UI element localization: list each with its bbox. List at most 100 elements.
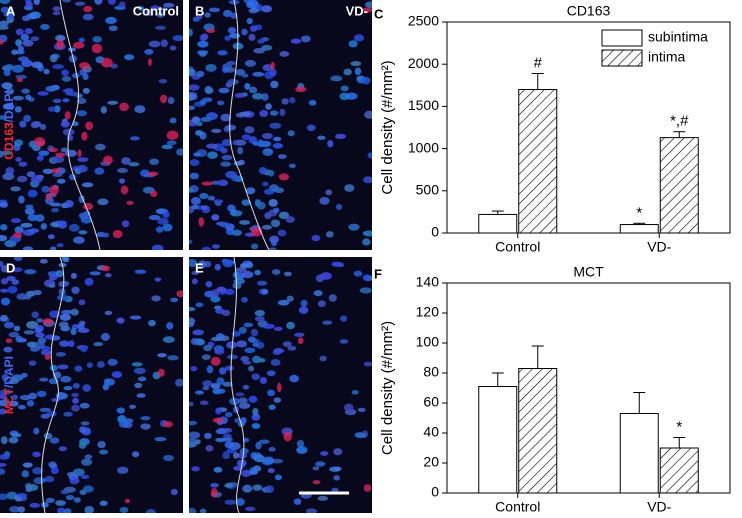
error-bar — [673, 131, 686, 138]
nucleus — [80, 216, 93, 224]
nucleus — [134, 269, 147, 274]
nucleus — [71, 324, 80, 330]
bar-chart: F MCT Cell density (#/mm²) 0 20 40 60 80 100 120 1… — [374, 264, 731, 515]
stained-cell — [77, 149, 82, 158]
nucleus — [217, 179, 229, 186]
nucleus — [62, 98, 70, 103]
nucleus — [60, 120, 71, 128]
nucleus — [210, 295, 221, 303]
nucleus — [365, 1, 372, 8]
nucleus — [83, 485, 94, 493]
nucleus — [55, 270, 64, 278]
nucleus — [48, 283, 56, 288]
nucleus — [344, 403, 354, 412]
nucleus — [273, 397, 282, 403]
bar — [659, 137, 699, 234]
nucleus — [248, 365, 255, 372]
nucleus — [1, 82, 13, 90]
stained-cell — [48, 147, 58, 153]
stained-cell — [278, 173, 290, 181]
nucleus — [252, 92, 264, 100]
nucleus — [328, 294, 337, 302]
stained-cell — [163, 421, 173, 428]
nucleus — [361, 76, 371, 85]
nucleus — [189, 507, 197, 513]
nucleus — [227, 204, 236, 212]
nucleus — [72, 468, 85, 477]
nucleus — [43, 68, 50, 75]
nucleus — [140, 423, 151, 430]
stained-cell — [100, 57, 113, 68]
micrograph: D MCT/DAPI — [0, 257, 183, 513]
nucleus — [163, 454, 174, 462]
nucleus — [267, 468, 275, 474]
nucleus — [21, 372, 28, 378]
condition-label: Control — [133, 3, 179, 18]
nucleus — [40, 349, 52, 356]
nucleus — [15, 335, 23, 343]
stained-cell — [85, 121, 94, 130]
nucleus — [333, 475, 340, 481]
nucleus — [330, 75, 343, 82]
nucleus — [157, 353, 167, 358]
nucleus — [204, 12, 211, 18]
nucleus — [33, 0, 40, 5]
nucleus — [224, 35, 232, 41]
nucleus — [154, 277, 162, 282]
nucleus — [189, 437, 197, 444]
nucleus — [287, 130, 295, 137]
nucleus — [232, 452, 240, 459]
nucleus — [238, 326, 247, 334]
stained-cell — [83, 5, 93, 13]
nucleus — [0, 265, 9, 273]
nucleus — [313, 290, 323, 297]
nucleus — [30, 121, 39, 129]
stained-cell — [5, 338, 13, 344]
nucleus — [298, 306, 309, 314]
nucleus — [237, 146, 244, 155]
nucleus — [133, 367, 146, 375]
nucleus — [18, 404, 26, 410]
nucleus — [39, 407, 52, 412]
nucleus — [98, 449, 109, 455]
nucleus — [234, 92, 245, 99]
nucleus — [206, 365, 214, 374]
nucleus — [198, 260, 207, 269]
nucleus — [270, 359, 281, 366]
nucleus — [207, 151, 218, 159]
nucleus — [202, 380, 213, 387]
nucleus — [0, 408, 7, 415]
nucleus — [203, 344, 212, 352]
nucleus — [37, 91, 49, 96]
nucleus — [158, 78, 168, 84]
nucleus — [220, 147, 228, 154]
micrograph: E — [189, 257, 372, 513]
nucleus — [224, 288, 235, 295]
nucleus — [301, 35, 311, 43]
error-bar — [633, 392, 646, 414]
nucleus — [262, 181, 269, 187]
stained-cell — [101, 265, 111, 272]
nucleus — [138, 376, 147, 382]
stained-cell — [312, 480, 321, 485]
nucleus — [205, 281, 213, 288]
nucleus — [286, 295, 294, 302]
nucleus — [19, 120, 27, 128]
nucleus — [246, 1, 255, 9]
nucleus — [189, 317, 196, 325]
nucleus — [315, 461, 326, 467]
nucleus — [213, 466, 223, 473]
nucleus — [294, 332, 305, 337]
nucleus — [273, 187, 285, 194]
nucleus — [18, 195, 25, 204]
nucleus — [3, 346, 13, 353]
nucleus — [214, 348, 225, 355]
nucleus — [101, 332, 110, 341]
nucleus — [34, 341, 45, 349]
nucleus — [39, 258, 48, 264]
chart-title: MCT — [573, 264, 604, 280]
nucleus — [269, 68, 277, 77]
nucleus — [199, 400, 209, 406]
nucleus — [320, 451, 329, 456]
nucleus — [285, 216, 295, 223]
